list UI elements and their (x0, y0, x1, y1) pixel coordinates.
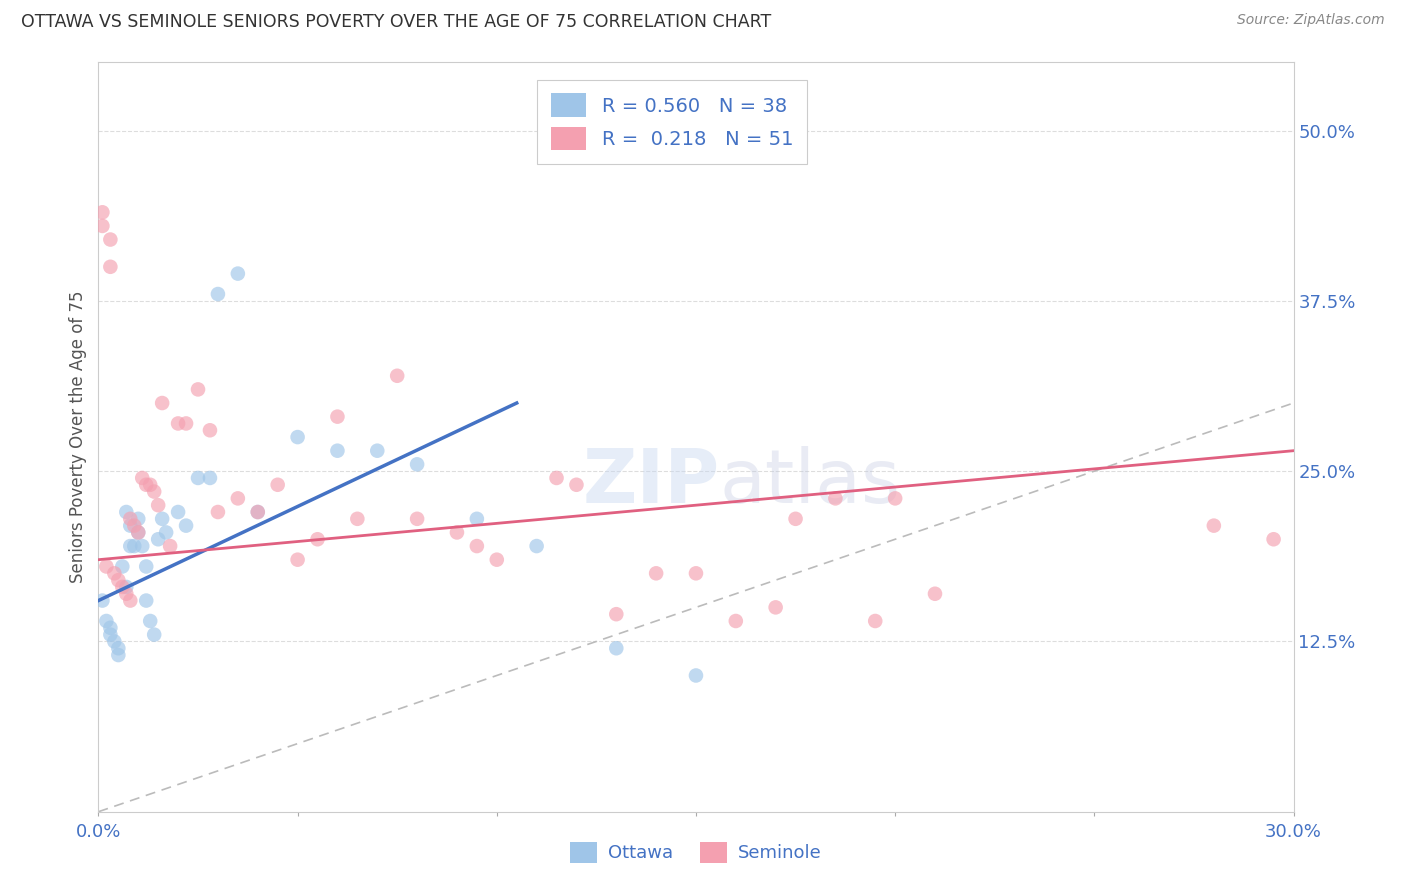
Point (135, 593, 157, 607)
Legend: Ottawa, Seminole: Ottawa, Seminole (562, 835, 830, 870)
Point (107, 573, 129, 587)
Point (1263, 533, 1285, 547)
Point (824, 491, 846, 506)
Point (884, 491, 907, 506)
Point (685, 566, 707, 581)
Point (148, 498, 170, 512)
Point (148, 533, 170, 547)
Point (526, 539, 548, 553)
Point (167, 417, 190, 431)
Point (98, 621, 122, 635)
Point (111, 580, 134, 594)
Point (98, 627, 122, 641)
Point (685, 668, 707, 682)
Point (446, 525, 468, 540)
Point (785, 512, 807, 526)
Point (485, 552, 508, 566)
Point (107, 641, 129, 656)
Point (865, 614, 887, 628)
Text: ZIP: ZIP (582, 445, 720, 518)
Point (326, 409, 349, 424)
Point (107, 648, 129, 662)
Point (127, 525, 149, 540)
Point (546, 471, 568, 485)
Point (135, 477, 157, 491)
Point (131, 471, 153, 485)
Point (465, 512, 488, 526)
Point (96, 614, 118, 628)
Point (111, 559, 134, 574)
Point (139, 614, 162, 628)
Point (406, 512, 429, 526)
Point (96, 559, 118, 574)
Point (115, 505, 138, 519)
Point (724, 614, 747, 628)
Point (135, 559, 157, 574)
Point (150, 396, 173, 410)
Point (187, 471, 209, 485)
Point (120, 593, 142, 607)
Y-axis label: Seniors Poverty Over the Age of 75: Seniors Poverty Over the Age of 75 (69, 291, 87, 583)
Point (91, 219, 114, 233)
Point (406, 458, 429, 472)
Point (120, 512, 142, 526)
Point (346, 512, 368, 526)
Point (385, 368, 409, 383)
Point (174, 518, 197, 533)
Point (207, 505, 229, 519)
Point (139, 477, 162, 491)
Point (246, 505, 269, 519)
Point (124, 539, 146, 553)
Point (267, 477, 290, 491)
Point (115, 587, 138, 601)
Point (366, 443, 388, 458)
Point (131, 539, 153, 553)
Point (103, 634, 125, 648)
Point (91, 593, 114, 607)
Point (167, 505, 190, 519)
Point (124, 518, 146, 533)
Point (103, 566, 125, 581)
Point (143, 627, 166, 641)
Point (91, 205, 114, 219)
Point (287, 430, 309, 444)
Point (198, 423, 221, 437)
Point (226, 267, 249, 281)
Point (765, 600, 787, 615)
Point (127, 512, 149, 526)
Point (1202, 518, 1225, 533)
Text: Source: ZipAtlas.com: Source: ZipAtlas.com (1237, 13, 1385, 28)
Point (187, 383, 209, 397)
Point (98, 233, 122, 247)
Point (120, 518, 142, 533)
Point (226, 491, 249, 506)
Point (174, 417, 197, 431)
Point (120, 539, 142, 553)
Point (465, 539, 488, 553)
Point (198, 471, 221, 485)
Point (924, 587, 946, 601)
Point (115, 580, 138, 594)
Point (150, 512, 173, 526)
Point (605, 641, 627, 656)
Point (246, 505, 269, 519)
Point (565, 477, 588, 491)
Text: atlas: atlas (720, 445, 901, 518)
Point (645, 566, 668, 581)
Point (605, 607, 627, 622)
Point (326, 443, 349, 458)
Point (207, 287, 229, 301)
Point (159, 539, 181, 553)
Point (287, 552, 309, 566)
Point (307, 533, 329, 547)
Point (143, 484, 166, 499)
Point (98, 260, 122, 274)
Point (155, 525, 177, 540)
Text: OTTAWA VS SEMINOLE SENIORS POVERTY OVER THE AGE OF 75 CORRELATION CHART: OTTAWA VS SEMINOLE SENIORS POVERTY OVER … (21, 13, 772, 31)
Point (127, 525, 149, 540)
